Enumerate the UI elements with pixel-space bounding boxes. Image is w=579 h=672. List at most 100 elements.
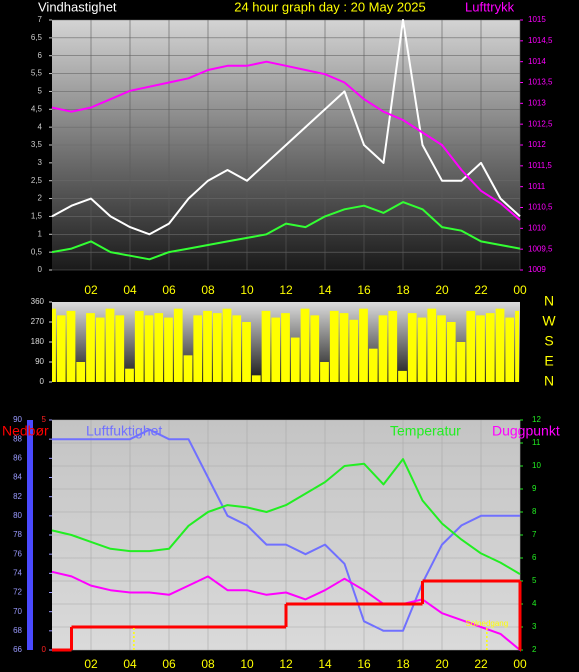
tick-label: 2,5 — [31, 176, 43, 185]
tick-label: 2 — [532, 645, 537, 654]
x-tick-label: 22 — [474, 283, 488, 297]
bar — [368, 348, 378, 382]
pressure-axis-title: Lufttrykk — [465, 0, 515, 14]
tick-label: 180 — [31, 337, 45, 346]
tick-label: N — [544, 293, 554, 309]
tick-label: S — [544, 333, 553, 349]
bar — [271, 317, 281, 382]
x-tick-label: 14 — [318, 283, 332, 297]
tick-label: 66 — [13, 645, 22, 654]
tick-label: 7 — [38, 15, 43, 24]
x-tick-label: 00 — [513, 283, 527, 297]
tick-label: 1009 — [528, 265, 546, 274]
bar — [105, 308, 115, 382]
tick-label: 80 — [13, 511, 22, 520]
bar — [193, 315, 203, 382]
legend-label: Temperatur — [390, 423, 461, 439]
tick-label: 1012,5 — [528, 119, 553, 128]
tick-label: 5,5 — [31, 69, 43, 78]
bar — [212, 313, 222, 382]
tick-label: 76 — [13, 549, 22, 558]
series-line — [51, 458, 521, 575]
x-tick-label: 10 — [240, 283, 254, 297]
bar — [466, 310, 476, 382]
humidity-axis-strip — [27, 420, 33, 650]
tick-label: 4,5 — [31, 104, 43, 113]
tick-label: 1015 — [528, 15, 546, 24]
tick-label: 3 — [38, 158, 43, 167]
x-tick-label: 08 — [201, 283, 215, 297]
x-tick-label: 18 — [396, 657, 410, 671]
bar — [388, 310, 398, 382]
tick-label: 1 — [38, 229, 43, 238]
bar — [134, 310, 144, 382]
x-tick-label: 04 — [123, 657, 137, 671]
tick-label: 9 — [532, 484, 537, 493]
x-tick-label: 04 — [123, 283, 137, 297]
bar — [505, 317, 515, 382]
bar — [427, 308, 437, 382]
x-tick-label: 02 — [84, 283, 98, 297]
x-tick-label: 14 — [318, 657, 332, 671]
series-line — [51, 60, 521, 221]
x-tick-label: 10 — [240, 657, 254, 671]
series-line — [51, 19, 521, 236]
bar — [320, 362, 329, 382]
tick-label: 1,5 — [31, 212, 43, 221]
bar — [222, 308, 232, 382]
x-tick-label: 20 — [435, 657, 449, 671]
tick-label: 11 — [532, 438, 541, 447]
tick-label: 6 — [532, 553, 537, 562]
bar — [310, 315, 320, 382]
bar — [115, 315, 125, 382]
bar — [329, 310, 339, 382]
tick-label: 90 — [13, 415, 22, 424]
series-line — [51, 570, 521, 651]
bar — [76, 362, 86, 382]
tick-label: 86 — [13, 453, 22, 462]
tick-label: 3,5 — [31, 140, 43, 149]
bar — [173, 308, 183, 382]
bar — [300, 308, 310, 382]
tick-label: 5 — [38, 87, 43, 96]
tick-label: 4 — [38, 122, 43, 131]
series-line — [52, 428, 520, 632]
tick-label: 1011 — [528, 182, 546, 191]
bar — [398, 370, 407, 382]
bar — [232, 315, 242, 382]
tick-label: 1012 — [528, 140, 546, 149]
x-tick-label: 20 — [435, 283, 449, 297]
tick-label: 1010,5 — [528, 203, 553, 212]
legend-label: Luftfuktighet — [86, 423, 162, 439]
bar — [349, 319, 359, 382]
bar — [456, 342, 466, 382]
bar — [359, 308, 368, 382]
tick-label: 270 — [31, 317, 45, 326]
x-tick-label: 16 — [357, 657, 371, 671]
tick-label: 0 — [42, 645, 47, 654]
bar — [339, 313, 349, 382]
tick-label: 0 — [40, 377, 45, 386]
bar — [203, 310, 212, 382]
tick-label: 78 — [13, 530, 22, 539]
bar — [261, 310, 271, 382]
legend-label: Nedbør — [2, 423, 49, 439]
tick-label: 1009,5 — [528, 244, 553, 253]
tick-label: 82 — [13, 492, 22, 501]
tick-label: 0 — [38, 265, 43, 274]
x-tick-label: 08 — [201, 657, 215, 671]
bar — [290, 337, 300, 382]
tick-label: 6 — [38, 51, 43, 60]
bar — [56, 315, 66, 382]
bar — [407, 313, 417, 382]
bar — [437, 315, 446, 382]
tick-label: 5 — [532, 576, 537, 585]
bar — [52, 308, 56, 382]
tick-label: 10 — [532, 461, 541, 470]
bar — [95, 317, 105, 382]
x-tick-label: 00 — [513, 657, 527, 671]
x-tick-label: 02 — [84, 657, 98, 671]
tick-label: 0,5 — [31, 247, 43, 256]
